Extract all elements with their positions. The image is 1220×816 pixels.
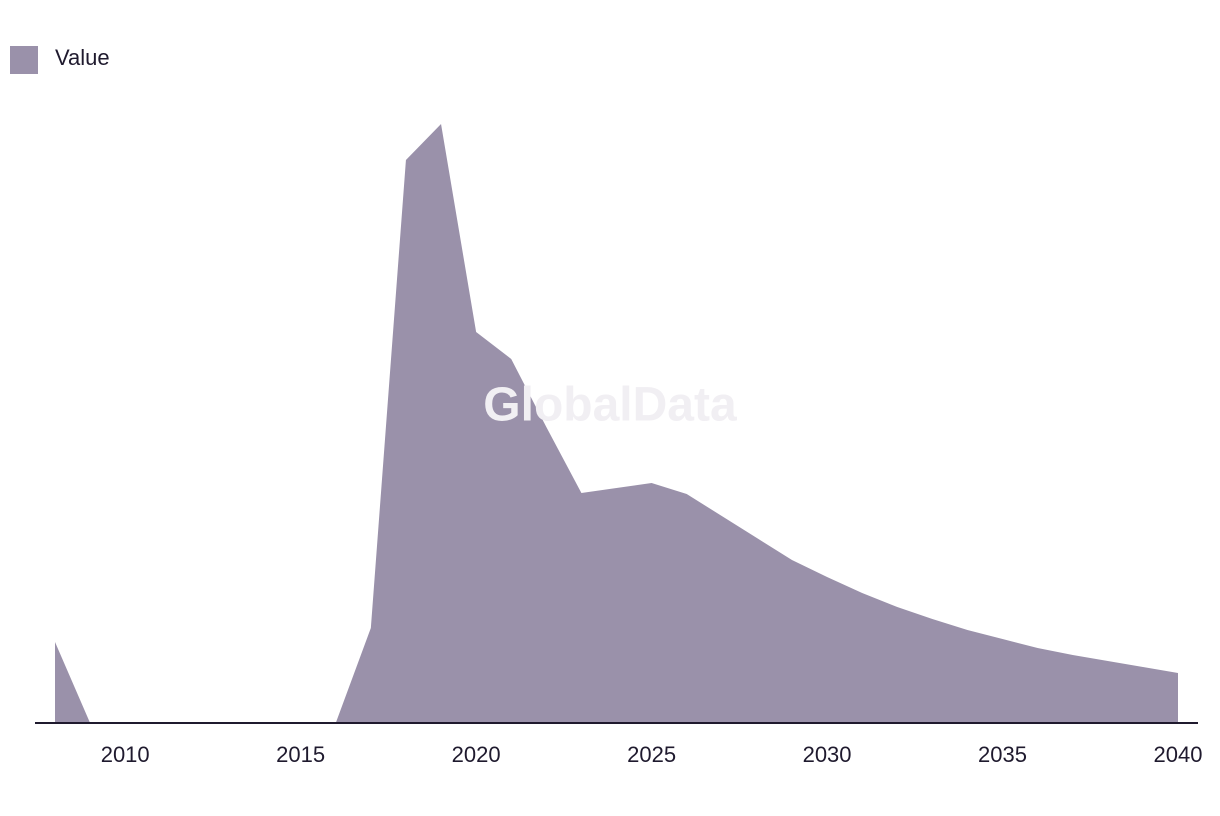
x-tick-label: 2035: [978, 742, 1027, 767]
area: [55, 124, 1178, 723]
watermark: GlobalData: [483, 379, 737, 432]
x-tick-label: 2020: [452, 742, 501, 767]
x-tick-label: 2010: [101, 742, 150, 767]
x-tick-label: 2030: [803, 742, 852, 767]
x-tick-label: 2015: [276, 742, 325, 767]
x-tick-label: 2040: [1154, 742, 1203, 767]
legend-label: Value: [55, 45, 110, 70]
x-tick-label: 2025: [627, 742, 676, 767]
legend-swatch: [10, 46, 38, 74]
